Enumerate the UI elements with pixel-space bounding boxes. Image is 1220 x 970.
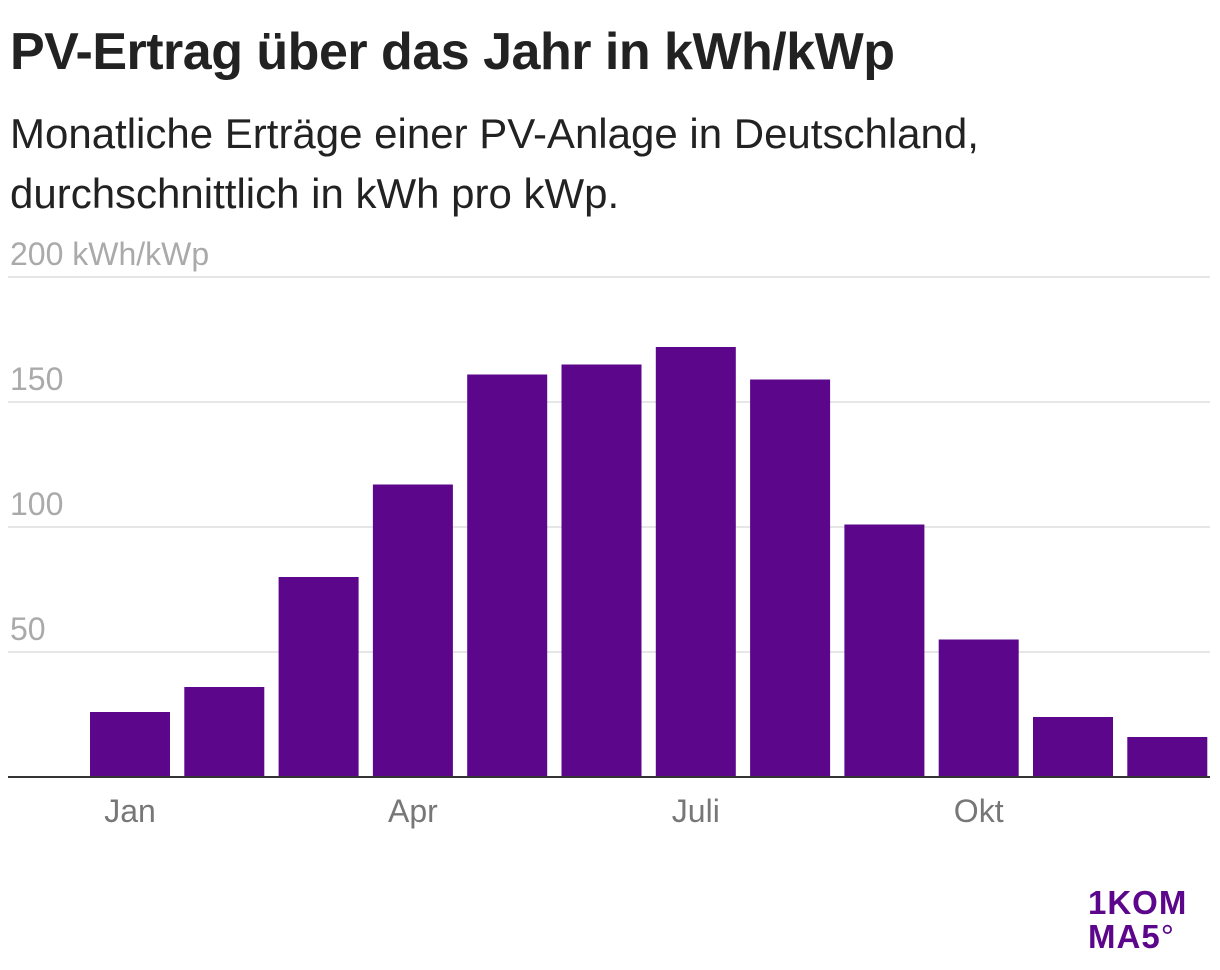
chart-title: PV-Ertrag über das Jahr in kWh/kWp [10, 23, 895, 81]
x-tick-label: Okt [954, 793, 1004, 829]
y-tick-label: 50 [10, 611, 46, 647]
brand-logo-degree: ° [1160, 918, 1175, 955]
bar-nov [1033, 717, 1113, 777]
brand-logo-line1: 1KOM [1088, 884, 1188, 921]
x-axis-ticks: Jan Apr Juli Okt [104, 793, 1003, 829]
x-tick-label: Juli [672, 793, 720, 829]
brand-logo: 1KOM MA5° [1088, 886, 1203, 954]
y-tick-label: 150 [10, 361, 63, 397]
bar-dez [1127, 737, 1208, 777]
bar-okt [938, 639, 1019, 777]
bar-chart: 50 100 150 200 kWh/kWp Jan Apr Juli Okt [8, 236, 1210, 829]
bar-jul [655, 347, 736, 777]
y-axis-ticks: 50 100 150 200 kWh/kWp [10, 236, 209, 647]
bar-jan [90, 712, 170, 777]
bar-apr [372, 484, 453, 777]
y-tick-label: 100 [10, 486, 63, 522]
bar-mär [278, 577, 359, 777]
brand-logo-line2-text: MA5 [1088, 918, 1161, 955]
chart-subtitle: Monatliche Erträge einer PV-Anlage in De… [10, 110, 979, 217]
bar-sep [844, 524, 925, 777]
bar-aug [750, 379, 831, 777]
bars [90, 347, 1208, 777]
x-tick-label: Jan [104, 793, 156, 829]
x-tick-label: Apr [388, 793, 438, 829]
bar-mai [467, 374, 548, 777]
y-tick-label: 200 kWh/kWp [10, 236, 209, 272]
brand-logo-line2: MA5° [1088, 920, 1203, 954]
bar-feb [184, 687, 265, 777]
bar-jun [561, 364, 642, 777]
